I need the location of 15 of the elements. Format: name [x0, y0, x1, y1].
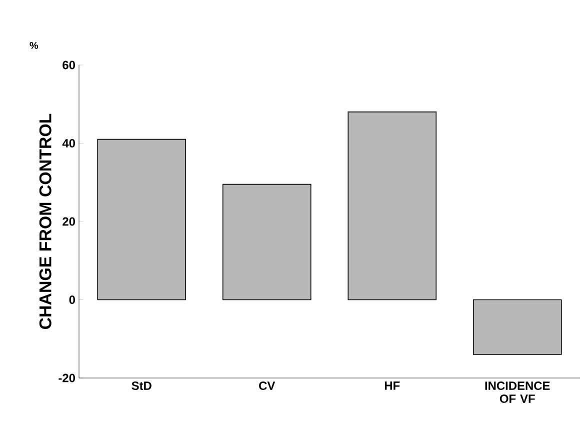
x-tick-label: HF: [384, 382, 400, 390]
bar: [348, 112, 437, 300]
bar: [472, 299, 562, 355]
bar: [97, 138, 186, 300]
x-tick-label: StD: [132, 382, 152, 390]
x-tick-label: CV: [259, 382, 276, 390]
y-tick-label: 20: [62, 217, 75, 226]
text: %: [30, 42, 38, 49]
x-tick-label: INCIDENCE OF VF: [485, 382, 550, 403]
y-tick-label: 0: [69, 296, 75, 304]
y-tick-label: 40: [62, 139, 75, 148]
y-axis-title: CHANGE FROM CONTROL: [39, 114, 52, 330]
y-tick-label: 60: [62, 60, 75, 70]
y-tick-label: -20: [58, 374, 75, 382]
bar: [222, 184, 312, 300]
